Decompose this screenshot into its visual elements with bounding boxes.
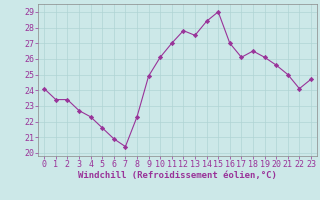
X-axis label: Windchill (Refroidissement éolien,°C): Windchill (Refroidissement éolien,°C) <box>78 171 277 180</box>
